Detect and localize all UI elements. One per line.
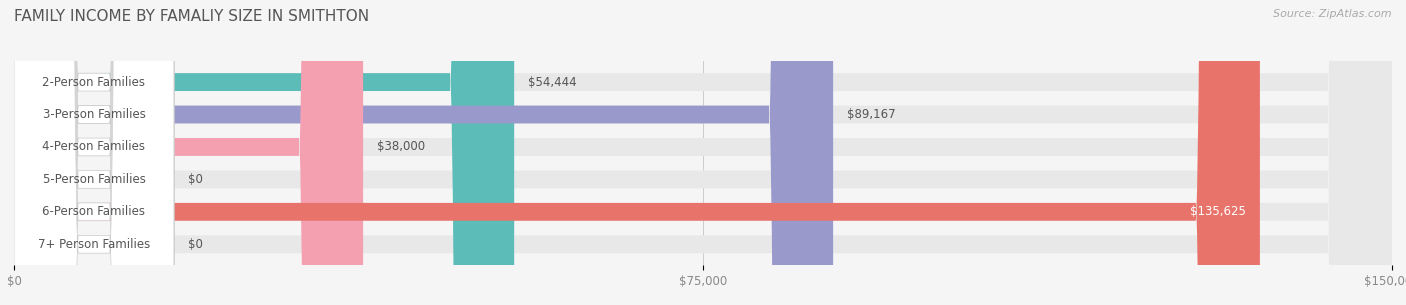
Text: 7+ Person Families: 7+ Person Families — [38, 238, 150, 251]
FancyBboxPatch shape — [14, 0, 174, 305]
Text: $54,444: $54,444 — [529, 76, 576, 88]
FancyBboxPatch shape — [14, 0, 174, 305]
FancyBboxPatch shape — [14, 0, 1392, 305]
Text: 4-Person Families: 4-Person Families — [42, 141, 145, 153]
Text: 5-Person Families: 5-Person Families — [42, 173, 145, 186]
Text: $0: $0 — [187, 173, 202, 186]
FancyBboxPatch shape — [14, 0, 1392, 305]
FancyBboxPatch shape — [14, 0, 174, 305]
FancyBboxPatch shape — [14, 0, 363, 305]
Text: 6-Person Families: 6-Person Families — [42, 205, 145, 218]
Text: $135,625: $135,625 — [1191, 205, 1246, 218]
FancyBboxPatch shape — [14, 0, 174, 305]
FancyBboxPatch shape — [14, 0, 1392, 305]
FancyBboxPatch shape — [14, 0, 1260, 305]
Text: 2-Person Families: 2-Person Families — [42, 76, 145, 88]
FancyBboxPatch shape — [14, 0, 1392, 305]
FancyBboxPatch shape — [14, 0, 174, 305]
FancyBboxPatch shape — [14, 0, 1392, 305]
Text: $0: $0 — [187, 238, 202, 251]
FancyBboxPatch shape — [14, 0, 1392, 305]
Text: Source: ZipAtlas.com: Source: ZipAtlas.com — [1274, 9, 1392, 19]
FancyBboxPatch shape — [14, 0, 834, 305]
Text: $89,167: $89,167 — [846, 108, 896, 121]
FancyBboxPatch shape — [14, 0, 174, 305]
Text: FAMILY INCOME BY FAMALIY SIZE IN SMITHTON: FAMILY INCOME BY FAMALIY SIZE IN SMITHTO… — [14, 9, 370, 24]
Text: 3-Person Families: 3-Person Families — [42, 108, 145, 121]
FancyBboxPatch shape — [14, 0, 515, 305]
Text: $38,000: $38,000 — [377, 141, 425, 153]
